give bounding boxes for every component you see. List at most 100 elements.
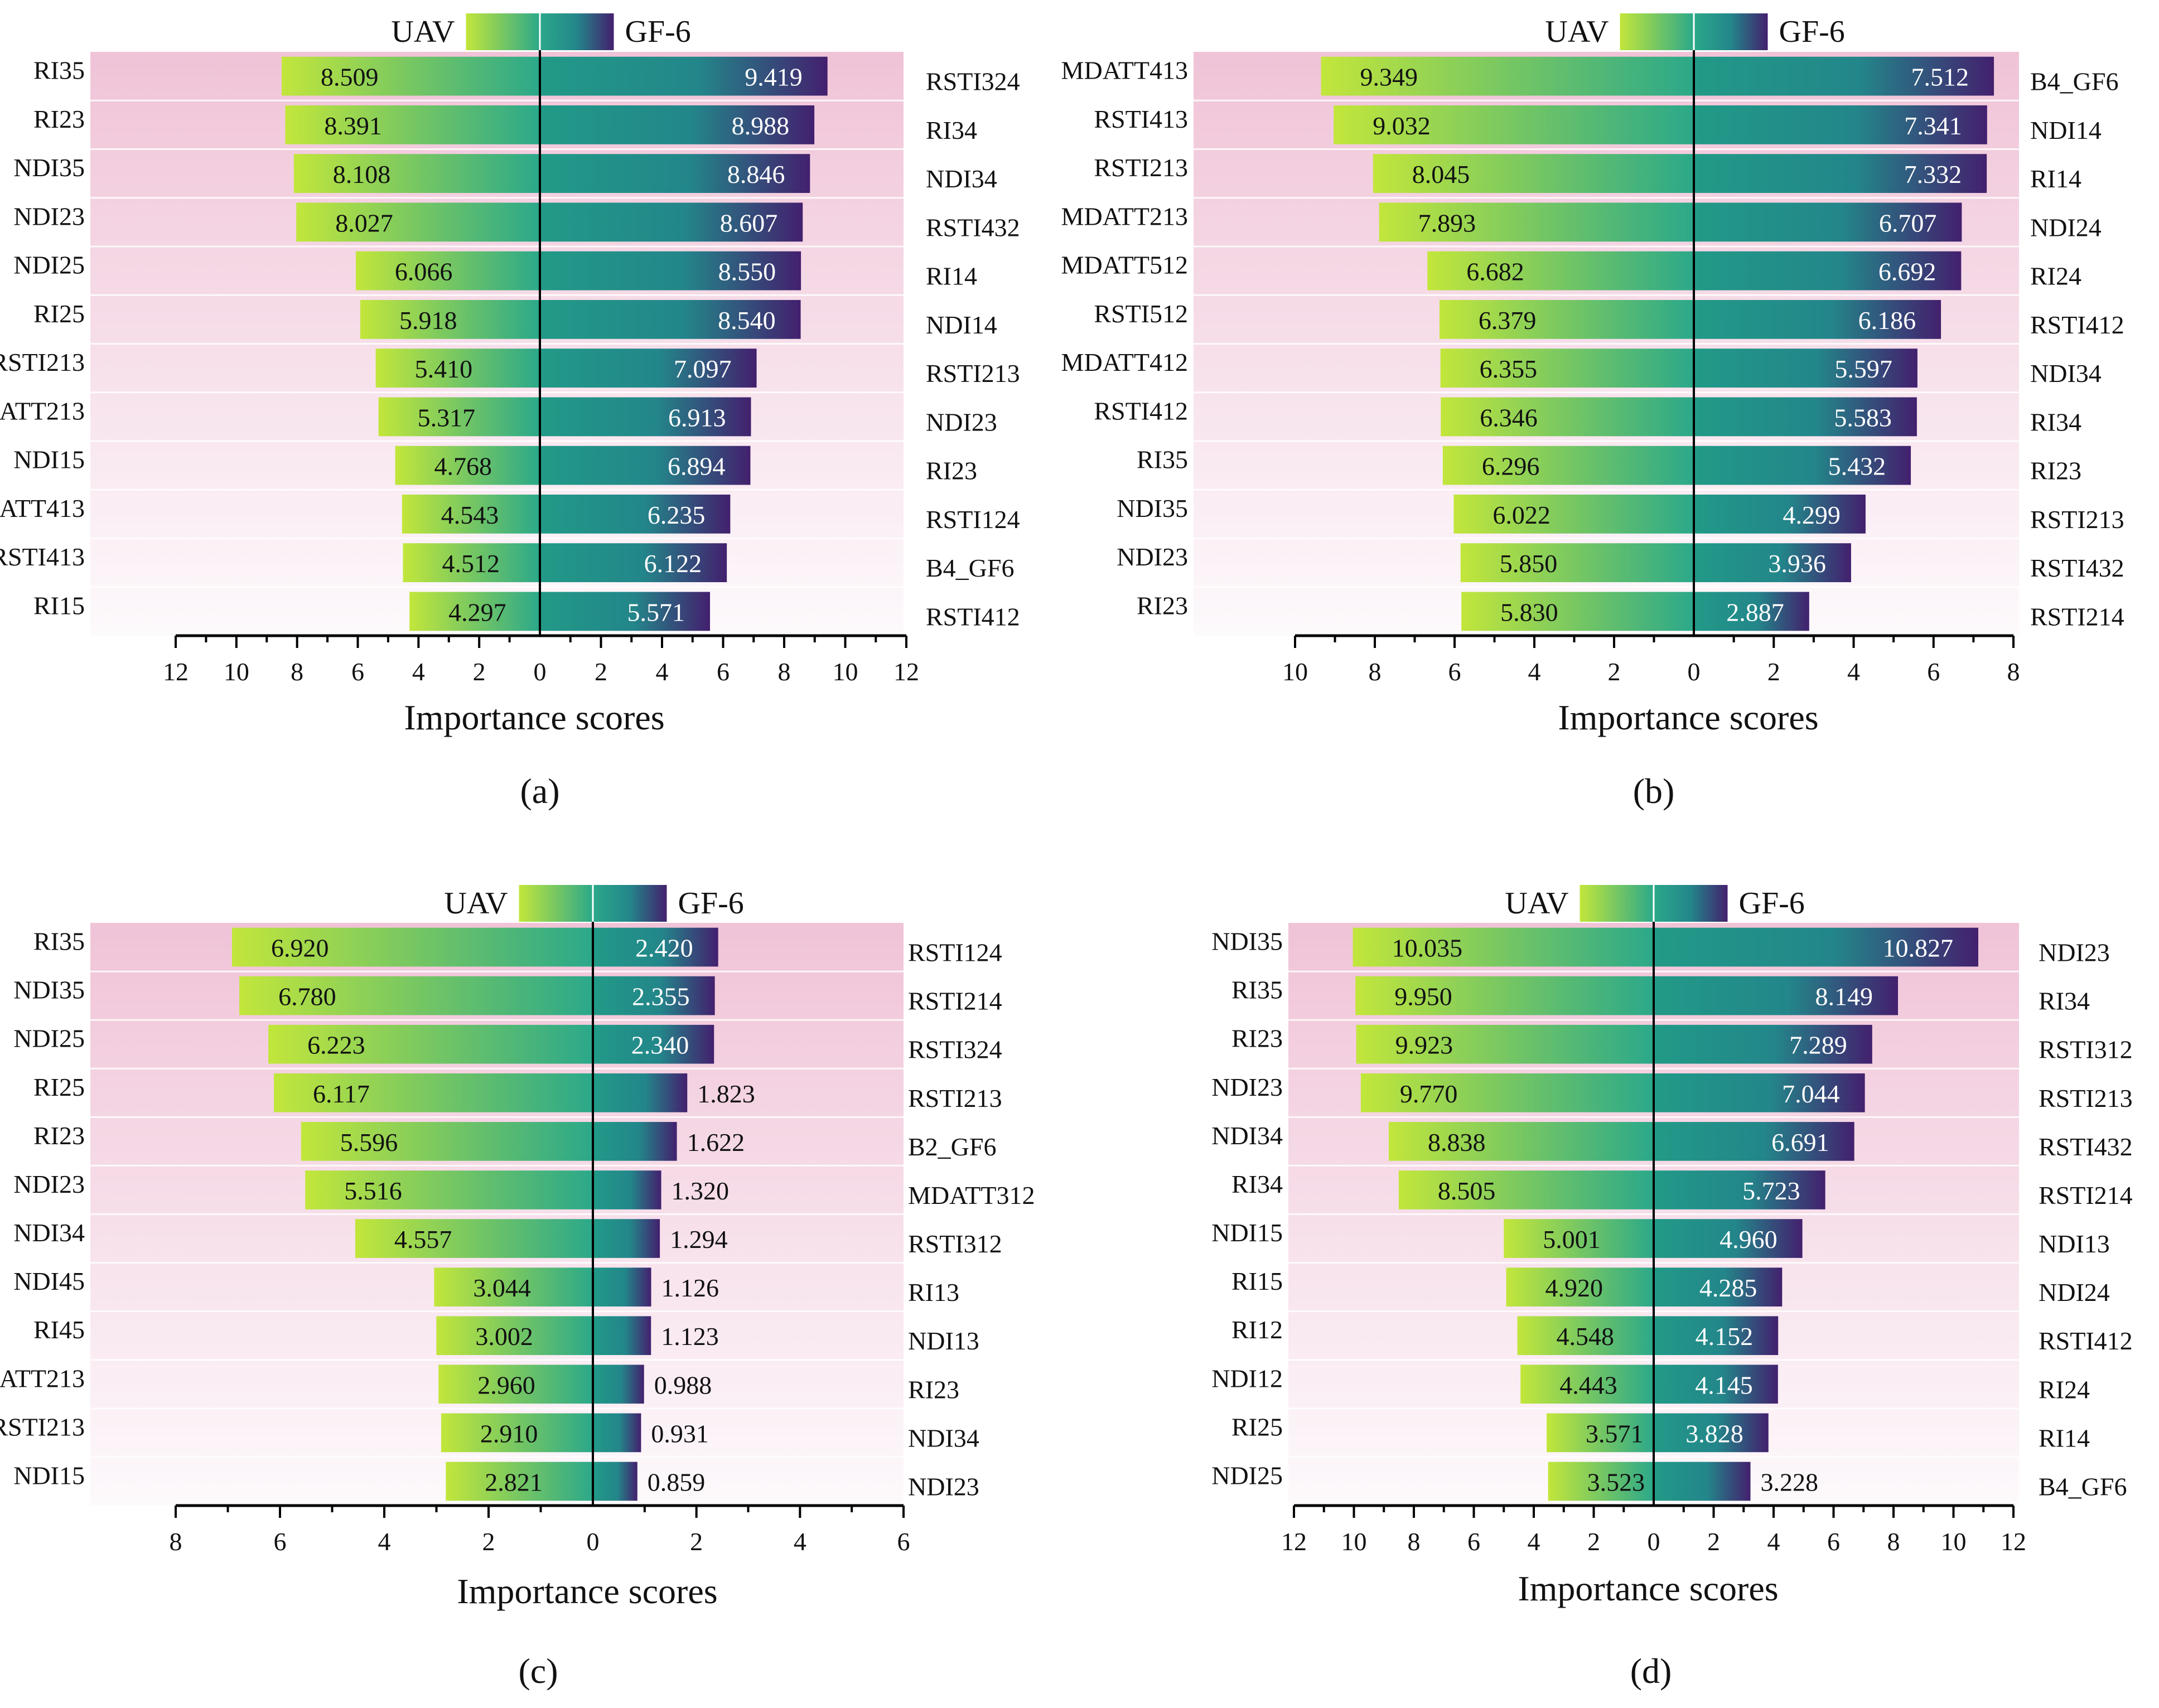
uav-value-label: 6.920	[271, 934, 329, 962]
uav-value-label: 5.317	[418, 403, 476, 432]
uav-bar	[1440, 349, 1694, 388]
gf6-category-label: RSTI124	[908, 938, 1002, 967]
gf6-value-label: 4.299	[1783, 501, 1841, 529]
gf6-value-label: 1.294	[670, 1225, 728, 1254]
legend-uav-label: UAV	[1505, 886, 1568, 921]
gf6-category-label: RSTI412	[2030, 311, 2124, 339]
gf6-value-label: 7.332	[1904, 160, 1962, 188]
uav-bar	[1398, 1170, 1654, 1209]
x-axis-title: Importance scores	[1518, 1569, 1778, 1608]
gf6-category-label: RI14	[2039, 1424, 2090, 1452]
uav-value-label: 3.571	[1586, 1419, 1644, 1448]
uav-value-label: 8.108	[333, 160, 391, 188]
chart-panel-1: 8.509 9.419 RI35 RSTI324 8.391 8.988 RI23 RI34 8…	[0, 13, 1020, 811]
gf6-bar	[593, 1219, 660, 1258]
gf6-value-label: 4.152	[1696, 1322, 1754, 1351]
gf6-category-label: RSTI214	[2030, 602, 2124, 631]
panel-label: (d)	[1630, 1651, 1672, 1691]
gf6-bar	[593, 1122, 677, 1161]
gf6-category-label: RI13	[908, 1278, 959, 1307]
legend-gf6-label: GF-6	[1739, 886, 1805, 921]
uav-value-label: 6.296	[1482, 452, 1540, 481]
x-tick-label-right: 12	[2001, 1527, 2026, 1556]
uav-bar	[1356, 1024, 1654, 1064]
uav-bar	[1520, 1365, 1654, 1404]
uav-category-label: NDI23	[1211, 1073, 1283, 1101]
uav-value-label: 5.596	[340, 1128, 398, 1157]
gf6-value-label: 0.859	[648, 1468, 706, 1496]
uav-value-label: 9.950	[1394, 983, 1452, 1011]
uav-value-label: 9.349	[1360, 63, 1418, 91]
uav-value-label: 8.045	[1412, 160, 1470, 188]
gf6-value-label: 4.285	[1699, 1274, 1757, 1302]
gf6-bar	[593, 1316, 651, 1356]
uav-category-label: NDI35	[13, 153, 85, 182]
gf6-bar	[1654, 1365, 1778, 1404]
legend-uav-label: UAV	[1545, 14, 1609, 49]
uav-category-label: NDI15	[13, 446, 85, 474]
gf6-bar	[540, 446, 751, 485]
gf6-category-label: NDI14	[926, 311, 997, 339]
gf6-category-label: MDATT312	[908, 1181, 1035, 1209]
x-tick-label-right: 2	[690, 1527, 703, 1556]
uav-category-label: RI25	[33, 299, 85, 328]
gf6-category-label: NDI24	[2030, 213, 2102, 241]
uav-category-label: RSTI213	[0, 348, 85, 376]
uav-bar	[1360, 1073, 1654, 1112]
x-tick-label-left: 6	[1448, 657, 1461, 686]
uav-bar	[1548, 1462, 1654, 1501]
gf6-bar	[593, 1413, 641, 1453]
gf6-category-label: NDI23	[908, 1472, 979, 1501]
gf6-bar	[593, 1073, 688, 1112]
gf6-category-label: RSTI312	[908, 1230, 1002, 1258]
gf6-bar	[1694, 105, 1987, 144]
uav-category-label: RSTI412	[1094, 396, 1188, 425]
gf6-bar	[1654, 1073, 1865, 1112]
gf6-value-label: 6.913	[668, 403, 726, 432]
uav-value-label: 5.001	[1543, 1225, 1601, 1254]
gf6-bar	[1654, 1122, 1854, 1161]
gf6-bar	[1654, 1413, 1769, 1453]
uav-bar	[434, 1267, 593, 1307]
gf6-value-label: 5.571	[627, 598, 685, 626]
gf6-value-label: 2.340	[631, 1031, 689, 1059]
uav-value-label: 5.410	[415, 355, 473, 383]
x-tick-label-left: 10	[1282, 657, 1308, 686]
gf6-category-label: B2_GF6	[908, 1133, 996, 1161]
gf6-value-label: 5.723	[1742, 1177, 1800, 1205]
gf6-bar	[1694, 299, 1941, 339]
x-axis-title: Importance scores	[1558, 698, 1818, 737]
gf6-value-label: 6.691	[1771, 1128, 1829, 1157]
gf6-bar	[1694, 494, 1866, 534]
x-axis-title: Importance scores	[404, 698, 664, 737]
uav-bar	[305, 1170, 593, 1209]
gf6-category-label: RI24	[2039, 1375, 2090, 1404]
uav-category-label: NDI25	[13, 251, 85, 279]
gf6-category-label: B4_GF6	[2030, 67, 2118, 96]
x-tick-label-right: 8	[778, 657, 791, 686]
gf6-value-label: 7.512	[1911, 63, 1969, 91]
panel-label: (b)	[1633, 771, 1675, 811]
gf6-bar	[593, 1462, 637, 1501]
gf6-value-label: 1.123	[661, 1322, 719, 1351]
gf6-category-label: RSTI432	[926, 213, 1020, 241]
gf6-bar	[593, 1365, 644, 1404]
uav-bar	[395, 446, 540, 485]
gf6-category-label: RSTI412	[926, 602, 1020, 631]
uav-category-label: RSTI213	[0, 1412, 85, 1441]
uav-category-label: MDATT413	[1061, 56, 1188, 85]
uav-bar	[1373, 154, 1694, 193]
uav-category-label: MDATT412	[1061, 348, 1188, 376]
gf6-bar	[1654, 1316, 1779, 1356]
uav-value-label: 3.523	[1587, 1468, 1645, 1496]
uav-category-label: RSTI512	[1094, 299, 1188, 328]
uav-value-label: 6.379	[1479, 306, 1537, 335]
gf6-category-label: RI14	[2030, 164, 2081, 193]
x-tick-label-left: 4	[1528, 657, 1541, 686]
uav-bar	[1321, 56, 1694, 96]
gf6-value-label: 7.097	[674, 355, 732, 383]
uav-value-label: 4.548	[1557, 1322, 1615, 1351]
gf6-bar	[540, 56, 828, 96]
uav-category-label: NDI23	[1117, 543, 1188, 571]
uav-value-label: 8.391	[324, 112, 382, 140]
